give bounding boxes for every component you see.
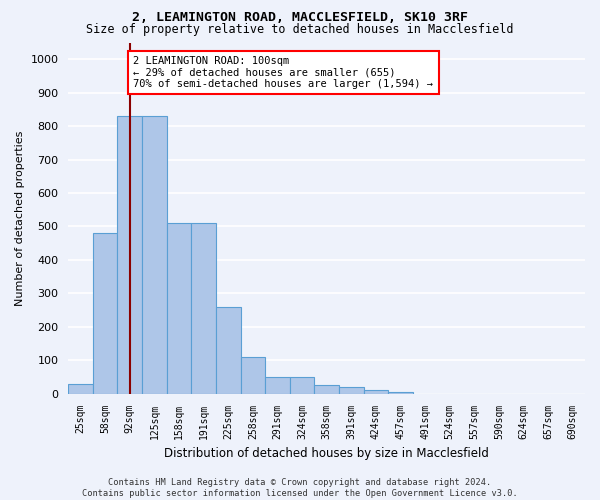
Text: 2, LEAMINGTON ROAD, MACCLESFIELD, SK10 3RF: 2, LEAMINGTON ROAD, MACCLESFIELD, SK10 3… [132,11,468,24]
Bar [388,392,413,394]
Bar [364,390,388,394]
Text: Size of property relative to detached houses in Macclesfield: Size of property relative to detached ho… [86,22,514,36]
Bar [167,223,191,394]
Bar [290,377,314,394]
Bar [216,306,241,394]
Bar [314,386,339,394]
Y-axis label: Number of detached properties: Number of detached properties [15,130,25,306]
X-axis label: Distribution of detached houses by size in Macclesfield: Distribution of detached houses by size … [164,447,489,460]
Bar [68,384,93,394]
Bar [241,357,265,394]
Text: Contains HM Land Registry data © Crown copyright and database right 2024.
Contai: Contains HM Land Registry data © Crown c… [82,478,518,498]
Bar [191,223,216,394]
Bar [265,377,290,394]
Bar [93,233,118,394]
Bar [142,116,167,394]
Text: 2 LEAMINGTON ROAD: 100sqm
← 29% of detached houses are smaller (655)
70% of semi: 2 LEAMINGTON ROAD: 100sqm ← 29% of detac… [133,56,433,89]
Bar [339,387,364,394]
Bar [118,116,142,394]
